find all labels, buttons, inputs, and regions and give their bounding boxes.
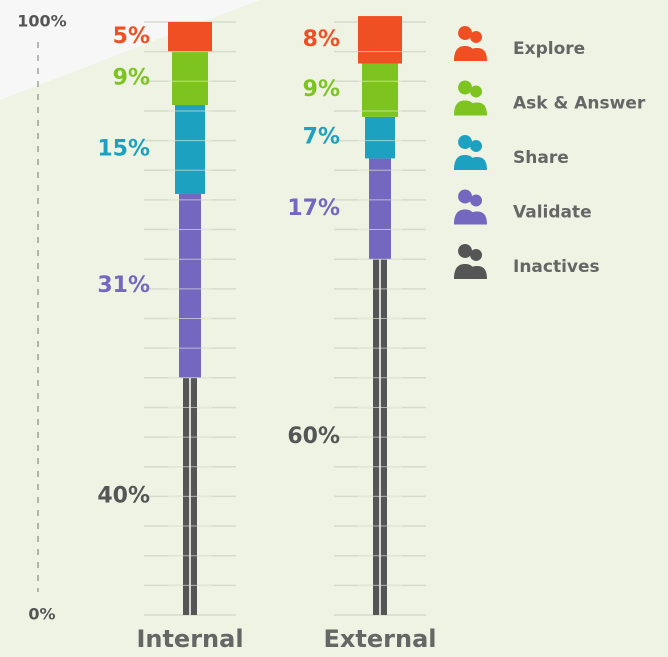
legend-icon — [454, 80, 476, 116]
legend-icon — [454, 26, 476, 61]
bar-segment — [362, 63, 398, 117]
x-tick-label: Internal — [136, 625, 243, 653]
bar-segment — [179, 193, 201, 378]
legend-label: Validate — [513, 203, 592, 223]
data-label: 9% — [303, 77, 340, 102]
data-label: 8% — [303, 27, 340, 52]
legend-item: Explore — [454, 26, 585, 61]
data-label: 7% — [303, 125, 340, 150]
legend-icon — [454, 244, 476, 279]
data-label: 31% — [97, 273, 150, 298]
legend-item: Inactives — [454, 244, 600, 279]
legend-icon — [454, 189, 476, 225]
legend-label: Ask & Answer — [513, 94, 646, 114]
data-label: 9% — [113, 65, 150, 90]
y-tick-label: 100% — [17, 12, 66, 31]
data-label: 40% — [97, 483, 150, 508]
data-label: 15% — [97, 136, 150, 161]
bar-segment — [358, 16, 402, 64]
x-tick-label: External — [324, 625, 437, 653]
bar-segment — [175, 105, 205, 194]
y-tick-label: 0% — [28, 605, 55, 624]
legend-label: Share — [513, 148, 569, 168]
legend-icon — [454, 135, 476, 170]
data-label: 60% — [287, 424, 340, 449]
legend-label: Inactives — [513, 257, 600, 277]
bar-segment — [369, 158, 391, 260]
bar-segment — [172, 51, 208, 106]
legend-item: Validate — [454, 189, 592, 225]
legend-label: Explore — [513, 39, 585, 59]
bar-segment — [365, 116, 395, 159]
data-label: 17% — [287, 196, 340, 221]
data-label: 5% — [113, 24, 150, 49]
legend-item: Ask & Answer — [454, 80, 646, 116]
bar-segment — [168, 22, 212, 52]
legend-item: Share — [454, 135, 569, 170]
